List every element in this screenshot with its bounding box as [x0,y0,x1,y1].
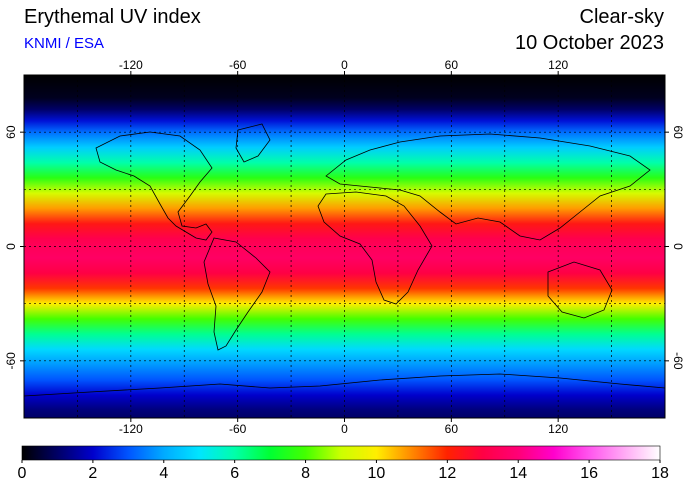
colorbar-tick-label: 12 [438,465,456,482]
coast-south-america [203,237,271,351]
lon-label-bottom: -120 [119,422,143,436]
map-title: Erythemal UV index [24,6,201,28]
lat-label-left: -60 [4,352,18,370]
lat-label-right: -60 [671,352,685,370]
axis-ticks: -120 -120 -60 -60 0 0 60 60 120 120 60 60 0 0 -60 -60 [4,58,685,436]
coast-north-america [95,131,213,241]
lon-label-bottom: 120 [548,422,568,436]
colorbar-tick-label: 6 [230,465,239,482]
colorbar-tick-label: 10 [368,465,386,482]
lon-label-bottom: -60 [229,422,247,436]
colorbar-tick-label: 4 [159,465,168,482]
sky-condition-label: Clear-sky [579,6,664,28]
colorbar: 0 2 4 6 8 10 12 14 16 18 [18,445,669,482]
graticule [24,75,665,418]
colorbar-tick-label: 2 [88,465,97,482]
colorbar-tick-label: 8 [301,465,310,482]
lat-label-right: 60 [671,125,685,139]
date-label: 10 October 2023 [515,32,664,54]
coast-antarctica [24,373,665,397]
lat-label-left: 0 [4,243,18,250]
lon-label-top: -60 [229,58,247,72]
coast-greenland [235,123,271,163]
coast-europe-asia [325,133,651,241]
lon-label-top: 60 [445,58,459,72]
lat-label-left: 60 [4,125,18,139]
lon-label-bottom: 0 [341,422,348,436]
coast-australia [547,261,613,319]
lat-label-right: 0 [671,243,685,250]
lon-label-bottom: 60 [445,422,459,436]
colorbar-tick-label: 16 [580,465,598,482]
colorbar-tick-label: 14 [509,465,527,482]
colorbar-gradient [21,445,661,461]
lon-label-top: 0 [341,58,348,72]
colorbar-tick-label: 0 [18,465,27,482]
lon-label-top: -120 [119,58,143,72]
credit-label: KNMI / ESA [24,35,105,52]
lon-label-top: 120 [548,58,568,72]
coastlines [24,123,665,397]
colorbar-tick-label: 18 [651,465,669,482]
